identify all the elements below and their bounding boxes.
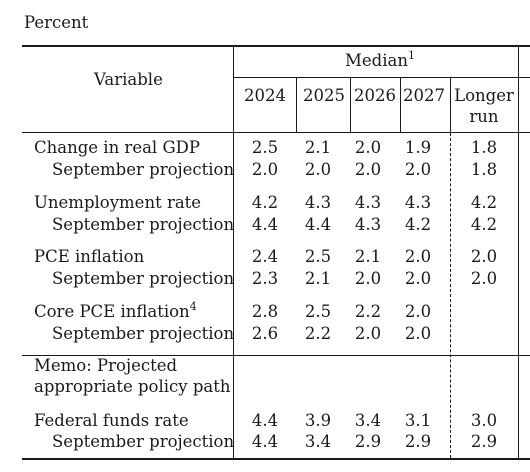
header-bottom-rule — [22, 132, 530, 133]
row-label-real-gdp: Change in real GDP — [34, 138, 200, 157]
cell-value: 4.3 — [404, 193, 432, 212]
row-label-september-projection: September projection — [52, 269, 235, 288]
longer-run-header-line1: Longer — [454, 86, 514, 105]
core-pce-footnote-marker: 4 — [189, 299, 197, 313]
year-header-2025: 2025 — [303, 86, 345, 105]
variable-header: Variable — [94, 70, 163, 89]
row-label-september-projection: September projection — [52, 215, 235, 234]
cell-value: 4.4 — [251, 411, 279, 430]
memo-heading-line1: Memo: Projected — [34, 356, 178, 375]
cell-value: 2.2 — [304, 324, 332, 343]
cell-value: 3.4 — [304, 432, 332, 451]
cell-value: 2.9 — [354, 432, 382, 451]
median-underline — [234, 77, 530, 78]
col-2026-divider — [400, 77, 401, 133]
cell-value: 2.0 — [404, 160, 432, 179]
cell-longer-run: 4.2 — [470, 193, 498, 212]
cell-value: 2.5 — [251, 138, 279, 157]
cell-value: 2.0 — [354, 160, 382, 179]
cell-value: 2.5 — [304, 302, 332, 321]
cell-value: 2.0 — [354, 269, 382, 288]
longer-run-header-line2: run — [469, 107, 499, 126]
median-footnote-marker: 1 — [407, 48, 415, 62]
cell-value: 4.3 — [354, 193, 382, 212]
cell-value: 2.9 — [404, 432, 432, 451]
cell-value: 2.0 — [404, 247, 432, 266]
cell-value: 2.0 — [404, 324, 432, 343]
row-label-federal-funds-rate: Federal funds rate — [34, 411, 189, 430]
table-top-rule — [22, 45, 530, 47]
year-header-2027: 2027 — [403, 86, 445, 105]
cell-value: 2.2 — [354, 302, 382, 321]
cell-value: 2.8 — [251, 302, 279, 321]
cell-longer-run: 3.0 — [470, 411, 498, 430]
cell-value: 2.0 — [304, 160, 332, 179]
cell-value: 2.1 — [354, 247, 382, 266]
cell-value: 2.0 — [354, 324, 382, 343]
year-header-2024: 2024 — [244, 86, 286, 105]
col-2027-divider — [450, 77, 451, 133]
row-label-unemployment-rate: Unemployment rate — [34, 193, 202, 212]
memo-heading-line2: appropriate policy path — [34, 377, 231, 396]
cell-value: 2.0 — [354, 138, 382, 157]
median-header: Median1 — [345, 48, 415, 71]
cell-longer-run: 1.8 — [470, 138, 498, 157]
cell-value: 4.4 — [304, 215, 332, 234]
cell-value: 4.3 — [304, 193, 332, 212]
cell-value: 3.4 — [354, 411, 382, 430]
memo-separator-rule — [22, 355, 530, 356]
longer-run-dashed-divider — [450, 133, 451, 458]
unit-label: Percent — [24, 13, 89, 32]
cell-value: 2.0 — [404, 302, 432, 321]
cell-value: 3.9 — [304, 411, 332, 430]
cell-value: 4.4 — [251, 432, 279, 451]
cell-value: 1.9 — [404, 138, 432, 157]
cell-longer-run: 1.8 — [470, 160, 498, 179]
cell-value: 2.6 — [251, 324, 279, 343]
col-2024-divider — [296, 77, 297, 133]
cell-longer-run: 2.0 — [470, 269, 498, 288]
row-label-september-projection: September projection — [52, 160, 235, 179]
cell-longer-run: 4.2 — [470, 215, 498, 234]
cell-value: 4.3 — [354, 215, 382, 234]
cell-value: 2.1 — [304, 138, 332, 157]
col-2025-divider — [350, 77, 351, 133]
variable-column-divider — [233, 45, 234, 459]
cell-value: 2.4 — [251, 247, 279, 266]
year-header-2026: 2026 — [354, 86, 396, 105]
cell-value: 2.3 — [251, 269, 279, 288]
cell-value: 2.0 — [404, 269, 432, 288]
cell-value: 4.2 — [404, 215, 432, 234]
table-bottom-rule — [22, 458, 530, 460]
cell-value: 2.0 — [251, 160, 279, 179]
cell-value: 2.1 — [304, 269, 332, 288]
cell-longer-run: 2.0 — [470, 247, 498, 266]
row-label-pce-inflation: PCE inflation — [34, 247, 145, 266]
median-header-text: Median — [345, 51, 408, 70]
cell-value: 3.1 — [404, 411, 432, 430]
cell-value: 2.5 — [304, 247, 332, 266]
row-label-september-projection: September projection — [52, 324, 235, 343]
row-label-core-pce-inflation: Core PCE inflation4 — [34, 299, 197, 322]
cell-value: 4.2 — [251, 193, 279, 212]
core-pce-label-text: Core PCE inflation — [34, 302, 190, 321]
cell-longer-run: 2.9 — [470, 432, 498, 451]
right-edge-divider — [518, 45, 519, 459]
cell-value: 4.4 — [251, 215, 279, 234]
row-label-september-projection: September projection — [52, 432, 235, 451]
